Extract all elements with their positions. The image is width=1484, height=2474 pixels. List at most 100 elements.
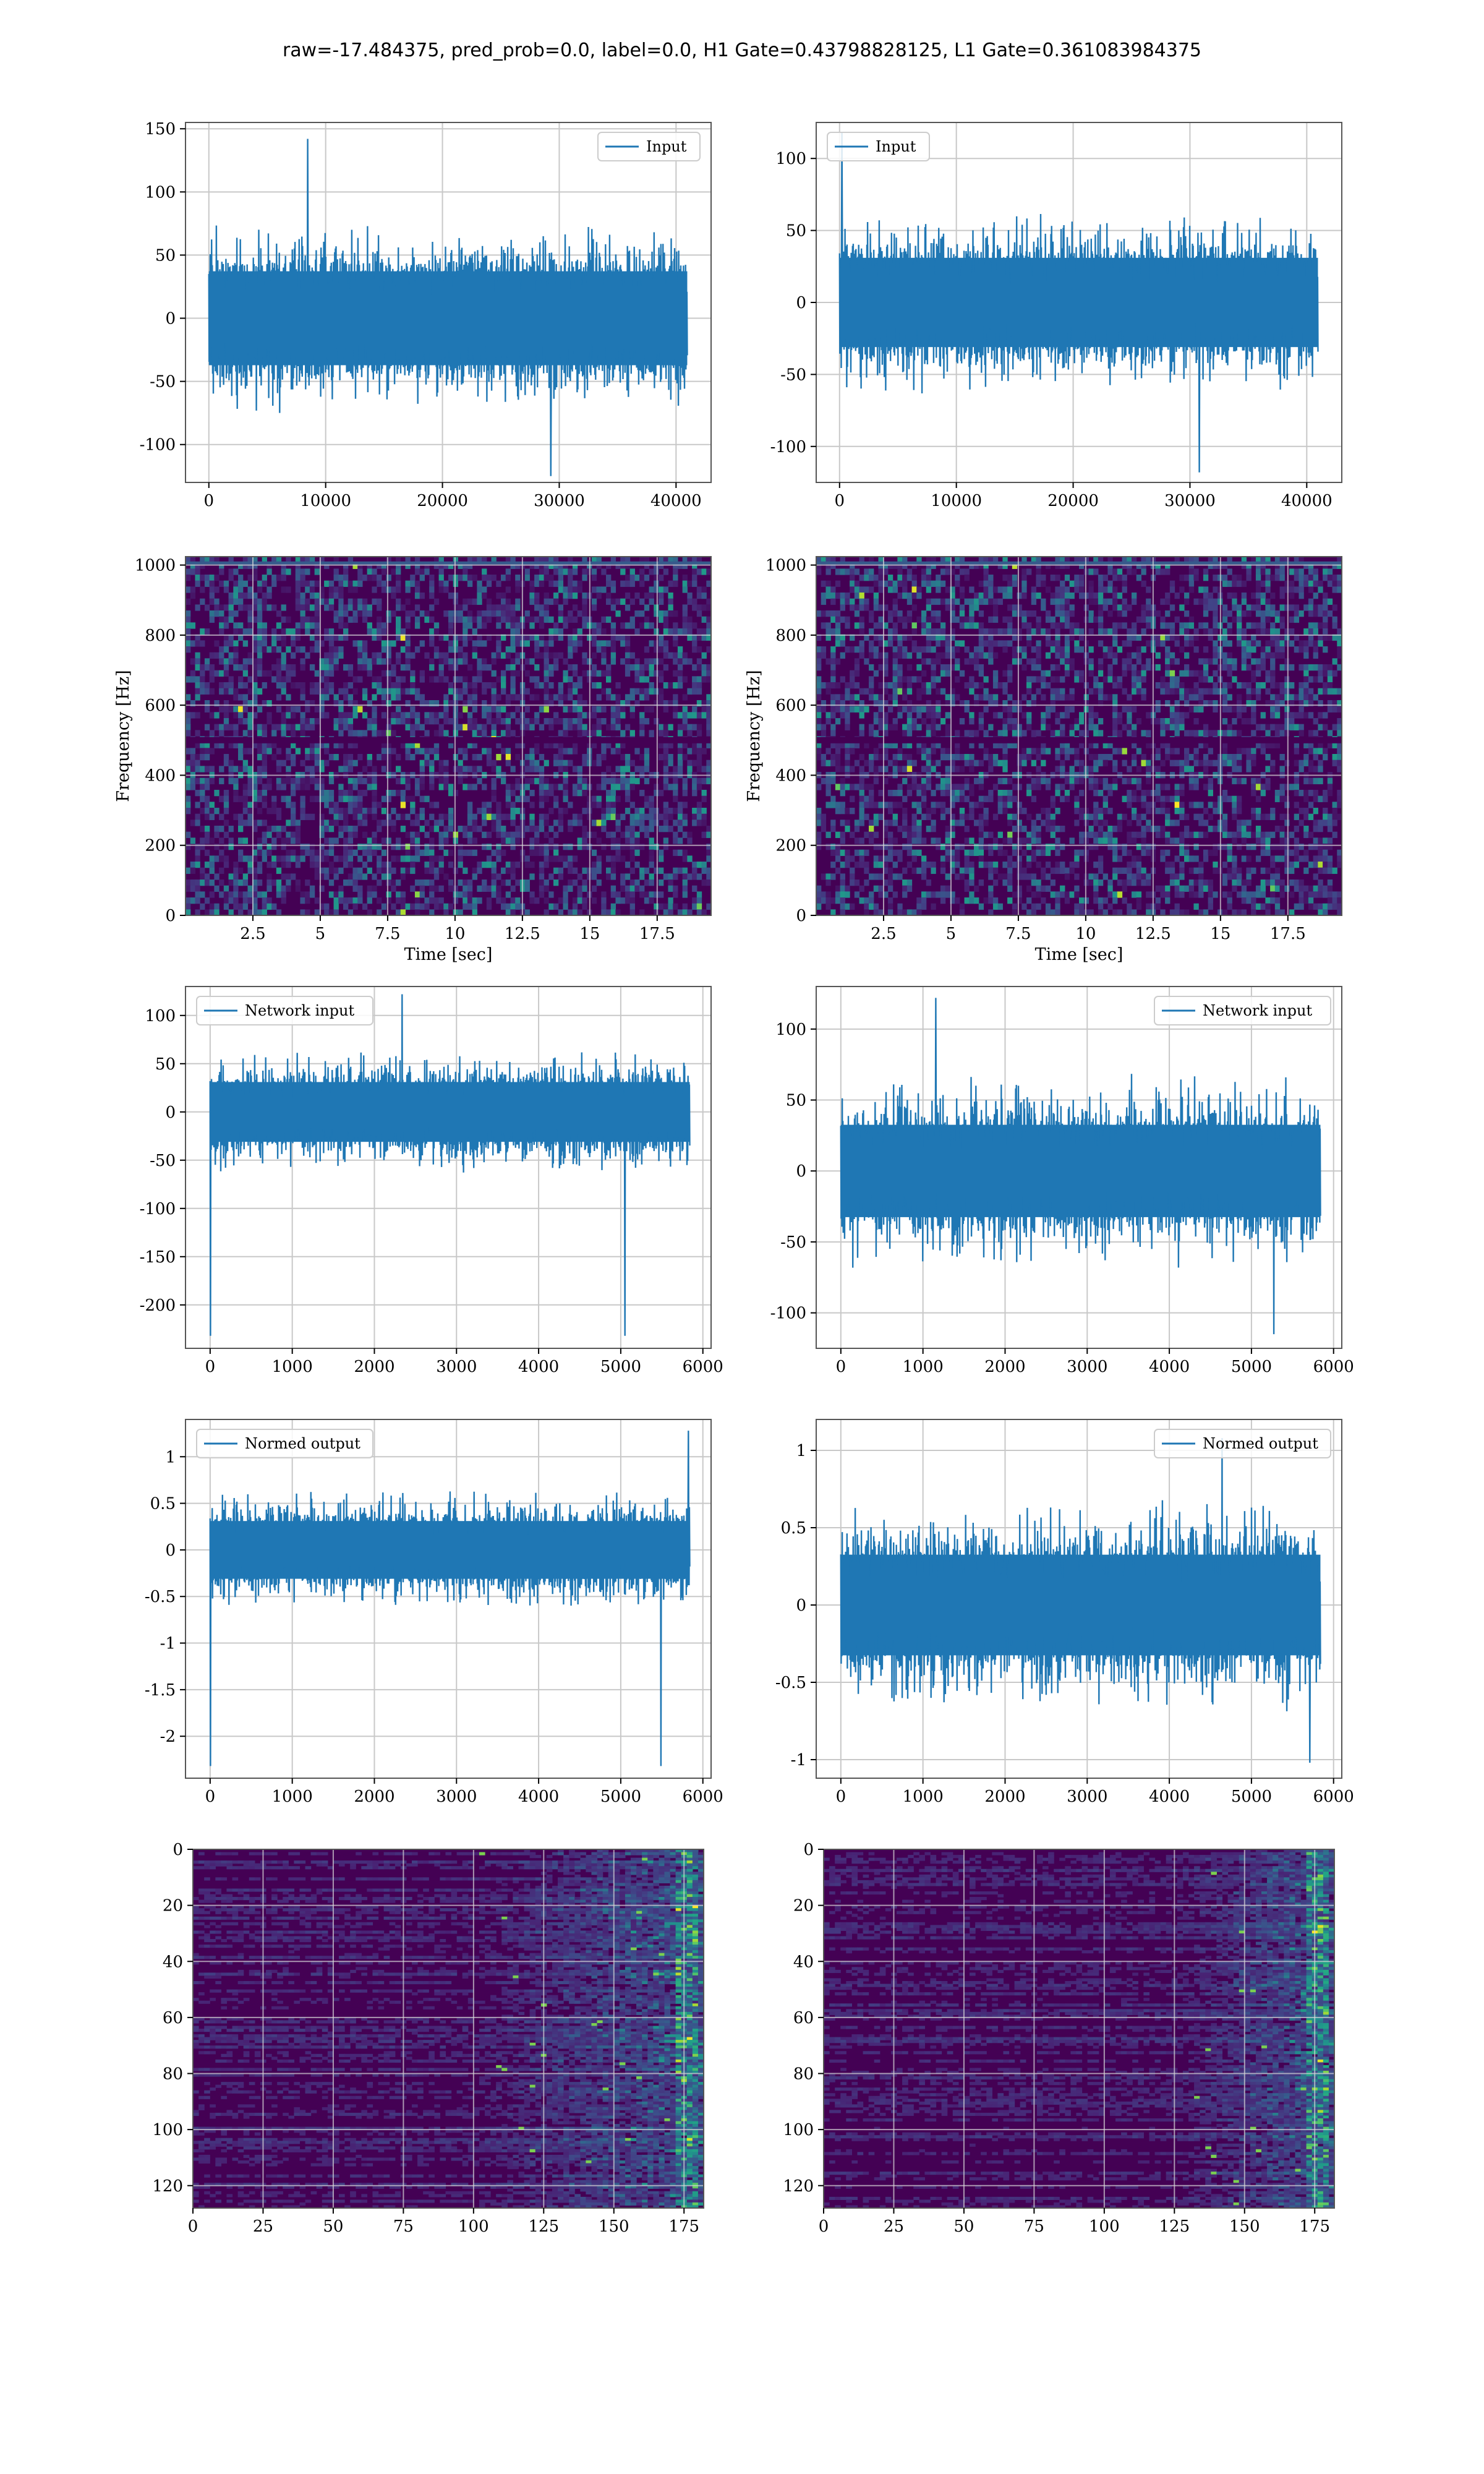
chart-h1-input: Input 0 10000 20000 30000 40000 -100 -50 0 50 100 1… [140, 120, 712, 510]
y-tick-label: 100 [152, 2121, 183, 2139]
chart-h1-features: 0 25 50 75 100 125 150 175 0 20 40 60 80 100 120 [152, 1841, 704, 2236]
y-tick-label: -1.5 [145, 1681, 176, 1700]
x-tick-label: 12.5 [1135, 925, 1171, 943]
axes-frame [192, 1849, 704, 2209]
x-tick-label: 25 [253, 2217, 273, 2236]
legend: Network input [196, 996, 373, 1025]
legend: Input [827, 132, 930, 161]
x-tick-label: 17.5 [639, 925, 675, 943]
x-tick-label: 40000 [1281, 492, 1333, 510]
x-tick-label: 2.5 [871, 925, 896, 943]
x-tick-label: 0 [188, 2217, 198, 2236]
y-tick-label: 40 [793, 1953, 814, 1971]
y-tick-label: -150 [140, 1248, 176, 1267]
y-tick-label: 1 [796, 1442, 806, 1460]
x-tick-label: 4000 [1149, 1787, 1190, 1806]
y-tick-label: 100 [775, 1021, 806, 1039]
y-tick-label: 1000 [135, 557, 176, 575]
series-line [209, 1431, 691, 1766]
x-tick-label: 4000 [518, 1358, 559, 1376]
y-tick-label: 0 [796, 1162, 806, 1181]
x-tick-label: 1000 [903, 1358, 944, 1376]
x-tick-label: 20000 [417, 492, 468, 510]
plot-area [186, 122, 711, 482]
x-axis-label: Time [sec] [404, 945, 493, 964]
axes-frame [816, 986, 1342, 1349]
y-tick-label: 80 [793, 2065, 814, 2084]
x-tick-label: 175 [1299, 2217, 1330, 2236]
y-tick-label: 150 [145, 120, 176, 139]
y-tick-label: 600 [775, 696, 806, 715]
x-tick-label: 50 [953, 2217, 974, 2236]
y-tick-label: 200 [775, 837, 806, 855]
y-tick-label: 50 [155, 246, 176, 265]
x-tick-label: 0 [205, 1358, 216, 1376]
y-axis-label: Frequency [Hz] [744, 670, 764, 802]
legend-label: Network input [1203, 1002, 1312, 1019]
y-tick-label: -100 [770, 438, 806, 456]
series-line [209, 994, 691, 1336]
series-line [208, 139, 688, 476]
x-tick-label: 17.5 [1270, 925, 1306, 943]
x-tick-label: 150 [1229, 2217, 1260, 2236]
y-tick-label: -2 [160, 1727, 176, 1746]
plot-area [816, 122, 1342, 482]
y-tick-label: 0 [165, 310, 176, 328]
chart-h1-normed-output: Normed output 0 1000 2000 3000 4000 5000 6000 -2… [145, 1419, 723, 1806]
legend-label: Normed output [245, 1435, 360, 1452]
chart-h1-spectrogram: 2.5 5 7.5 10 12.5 15 17.5 0 200 400 600 800 1000 Time… [114, 556, 712, 964]
x-tick-label: 0 [836, 1787, 846, 1806]
series-line [840, 998, 1321, 1335]
plot-area [186, 1419, 711, 1778]
chart-l1-input: Input 0 10000 20000 30000 40000 -100 -50 0 50 100 [770, 122, 1342, 510]
x-tick-label: 2000 [354, 1787, 394, 1806]
x-tick-label: 10000 [931, 492, 982, 510]
y-tick-label: 0 [165, 1103, 176, 1122]
x-tick-label: 100 [1089, 2217, 1120, 2236]
plot-area [824, 1849, 1334, 2208]
y-tick-label: 0.5 [781, 1519, 806, 1538]
chart-l1-features: 0 25 50 75 100 125 150 175 0 20 40 60 80 100 120 [783, 1841, 1335, 2236]
x-tick-label: 6000 [683, 1358, 723, 1376]
plot-area [193, 1849, 704, 2208]
y-tick-label: -100 [140, 436, 176, 455]
x-tick-label: 1000 [272, 1787, 313, 1806]
x-tick-label: 0 [835, 492, 845, 510]
x-tick-label: 10 [445, 925, 465, 943]
x-tick-label: 6000 [683, 1787, 723, 1806]
y-tick-label: 50 [155, 1055, 176, 1074]
x-tick-label: 10000 [300, 492, 351, 510]
y-tick-label: -50 [780, 366, 806, 384]
x-tick-label: 3000 [1067, 1358, 1107, 1376]
x-tick-label: 125 [528, 2217, 559, 2236]
y-axis-label: Frequency [Hz] [114, 670, 133, 802]
y-tick-label: 50 [786, 1092, 806, 1110]
x-tick-label: 12.5 [505, 925, 540, 943]
y-tick-label: -1 [160, 1635, 176, 1653]
plot-area [186, 557, 711, 915]
y-tick-label: -100 [140, 1200, 176, 1218]
x-tick-label: 100 [458, 2217, 489, 2236]
plot-area [186, 987, 711, 1348]
y-tick-label: -0.5 [145, 1588, 176, 1606]
y-tick-label: -50 [780, 1233, 806, 1252]
series-line [840, 1437, 1321, 1763]
y-tick-label: 20 [793, 1897, 814, 1915]
x-tick-label: 20000 [1047, 492, 1099, 510]
x-tick-label: 3000 [1067, 1787, 1107, 1806]
axes-frame [185, 986, 712, 1349]
y-tick-label: 800 [145, 627, 176, 645]
y-tick-label: 100 [145, 183, 176, 202]
x-axis-label: Time [sec] [1035, 945, 1124, 964]
x-tick-label: 1000 [903, 1787, 944, 1806]
x-tick-label: 5 [315, 925, 326, 943]
legend: Network input [1154, 996, 1331, 1025]
notch-band [816, 737, 1342, 743]
chart-l1-normed-output: Normed output 0 1000 2000 3000 4000 5000 6000 -1… [775, 1419, 1354, 1806]
y-tick-label: 80 [163, 2065, 183, 2084]
legend-label: Input [646, 138, 687, 155]
